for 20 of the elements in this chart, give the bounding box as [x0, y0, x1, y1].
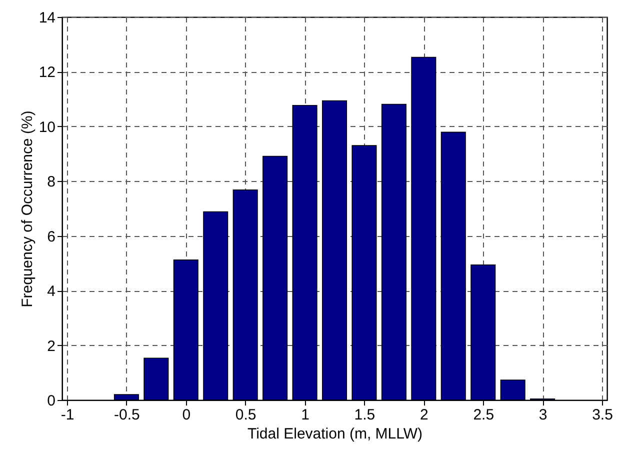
y-tick-label: 8 [47, 174, 56, 191]
y-tick-label: 4 [47, 283, 56, 300]
x-axis-title: Tidal Elevation (m, MLLW) [247, 426, 423, 442]
y-tick-label: 12 [38, 64, 56, 82]
x-tick-label: 0.5 [235, 406, 256, 424]
y-tick-label: 6 [47, 228, 56, 246]
x-tick-label: -1 [60, 406, 74, 424]
x-tick-label: 2 [420, 406, 428, 424]
x-tick-label: 0 [182, 406, 191, 424]
x-tick-label: 1.5 [354, 406, 376, 424]
x-tick-label: 3 [538, 406, 548, 424]
x-tick-label: 1 [301, 406, 310, 424]
y-axis-title: Frequency of Occurrence (%) [18, 110, 36, 308]
y-tick-label: 14 [38, 10, 56, 26]
y-tick-label: 0 [47, 392, 56, 410]
x-tick-label: 3.5 [592, 406, 613, 424]
x-tick-label: 2.5 [473, 406, 494, 424]
y-tick-label: 10 [38, 118, 56, 136]
y-tick-label: 2 [47, 338, 56, 355]
x-tick-label: -0.5 [114, 406, 140, 424]
